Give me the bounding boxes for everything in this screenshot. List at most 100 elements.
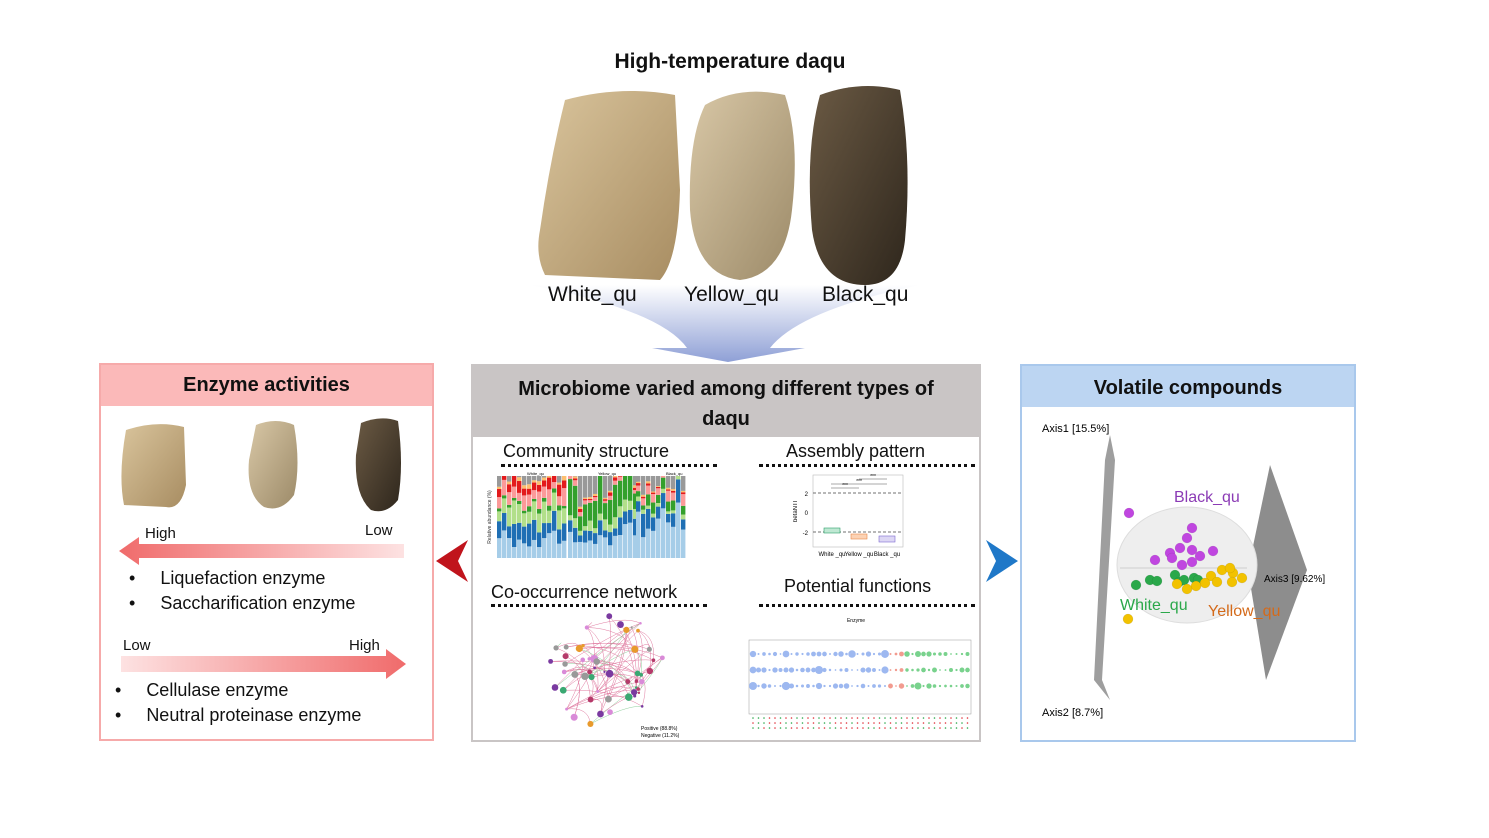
bar-segment: [507, 538, 512, 558]
enzyme-bubble: [889, 652, 892, 656]
bar-segment: [497, 508, 502, 512]
bar-segment: [666, 490, 671, 502]
negative-label: Negative (11.2%): [641, 733, 680, 739]
bar-segment: [603, 530, 608, 538]
network-edge: [597, 649, 650, 692]
significance-mark: [961, 722, 963, 724]
bar-segment: [651, 491, 656, 493]
bar-segment: [603, 499, 608, 501]
enzyme-bubble: [811, 651, 816, 657]
enzyme-bubble: [822, 651, 827, 657]
bar-segment: [502, 479, 507, 496]
bar-segment: [681, 514, 686, 520]
bar-segment: [502, 498, 507, 513]
significance-mark: [752, 722, 754, 724]
enzyme-bubble: [955, 668, 958, 672]
enzyme-bubble: [806, 684, 810, 688]
bar-segment: [633, 485, 638, 488]
bar-segment: [547, 533, 552, 558]
bar-segment: [547, 477, 552, 490]
significance-mark: [911, 717, 914, 719]
bar-segment: [676, 502, 681, 558]
bar-segment: [507, 507, 512, 527]
bar-segment: [613, 477, 618, 481]
bar-segment: [641, 476, 646, 495]
bar-segment: [583, 526, 588, 531]
network-node: [559, 686, 567, 694]
bar-segment: [532, 519, 537, 540]
bar-segment: [588, 502, 593, 521]
ytick: 2: [805, 492, 809, 498]
bar-segment: [641, 505, 646, 510]
arrow-high-to-low: [119, 537, 404, 565]
significance-mark: [763, 727, 765, 729]
enzyme-bubble: [856, 684, 859, 688]
sample-point: [1123, 507, 1135, 519]
enzyme-bubble: [867, 685, 870, 687]
significance-mark: [834, 717, 837, 719]
bar-segment: [603, 476, 608, 498]
significance-mark: [796, 722, 798, 724]
bar-segment: [618, 476, 623, 481]
significance-mark: [950, 722, 952, 724]
bar-segment: [681, 494, 686, 506]
significance-mark: [779, 717, 782, 719]
enzyme-bubble: [895, 685, 897, 687]
assembly-title: Assembly pattern: [786, 441, 926, 461]
bar-segment: [497, 521, 502, 539]
enzyme-bubble: [911, 652, 914, 656]
bar-segment: [613, 476, 618, 478]
bar-segment: [633, 535, 638, 558]
network-edge: [590, 627, 632, 700]
enzyme-bubble: [829, 653, 831, 655]
bar-segment: [608, 500, 613, 525]
bar-segment: [547, 476, 552, 478]
network-edge: [564, 622, 641, 665]
bar-segment: [681, 529, 686, 558]
bar-segment: [588, 500, 593, 503]
bar-segment: [588, 498, 593, 501]
bar-segment: [527, 523, 532, 547]
network-node: [659, 655, 665, 661]
bar-segment: [593, 533, 598, 544]
bar-segment: [568, 476, 573, 480]
functions-title: Potential functions: [784, 576, 932, 596]
enzyme-bubble: [772, 651, 778, 657]
bar-segment: [666, 489, 671, 491]
bar-segment: [608, 532, 613, 546]
bar-segment: [557, 543, 562, 558]
enzyme-bubble: [757, 652, 760, 656]
bar-segment: [593, 493, 598, 496]
bar-segment: [633, 518, 638, 536]
significance-mark: [917, 727, 919, 729]
network-edge: [582, 645, 638, 674]
bar-segment: [583, 530, 588, 543]
bar-segment: [517, 477, 522, 482]
bar-segment: [608, 492, 613, 496]
significance-mark: [818, 727, 820, 729]
bar-segment: [532, 498, 537, 502]
significance-mark: [889, 722, 892, 724]
bar-segment: [656, 494, 661, 503]
bar-segment: [522, 510, 527, 514]
significance-mark: [768, 722, 771, 724]
bar-segment: [522, 488, 527, 496]
bar-segment: [557, 496, 562, 506]
network-node: [575, 644, 583, 653]
bar-segment: [583, 504, 588, 527]
enzyme-bubble: [889, 669, 892, 671]
network-edge: [590, 687, 637, 725]
significance-mark: [873, 717, 875, 719]
significance-mark: [906, 727, 908, 729]
network-edge: [563, 689, 643, 707]
bar-segment: [537, 513, 542, 533]
bar-segment: [542, 477, 547, 481]
bar-segment: [641, 494, 646, 497]
network-node: [637, 691, 641, 695]
network-edge: [600, 629, 627, 715]
black-qu-label: Black_qu: [1174, 489, 1240, 506]
bar-segment: [628, 476, 633, 501]
enzyme-bubble: [938, 652, 942, 656]
bar-segment: [651, 493, 656, 503]
bar-segment: [651, 492, 656, 494]
